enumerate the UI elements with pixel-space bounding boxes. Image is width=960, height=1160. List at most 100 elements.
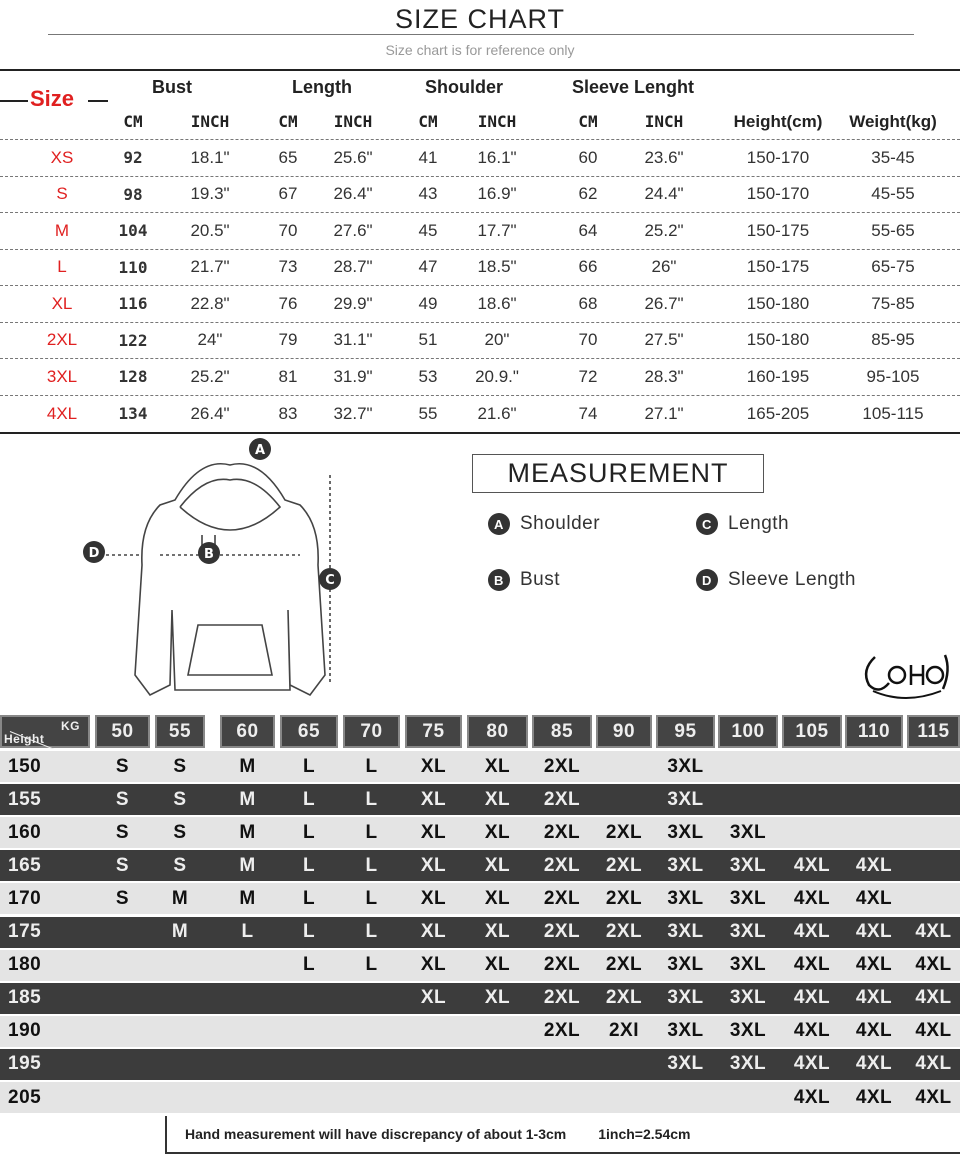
svg-text:A: A [255,443,265,458]
size-cell: 3XL [729,821,767,843]
weight-header: 75 [405,715,462,748]
value-cell: 21.6" [477,403,517,423]
size-cell: 4XL [855,887,893,909]
weight-header: 110 [845,715,903,748]
size-cell: XL [420,755,447,777]
value-cell: 150-180 [746,330,810,350]
size-cell: 3XL [46,366,78,386]
size-cell: 4XL [793,1053,831,1075]
value-cell: 31.1" [333,330,373,350]
size-cell: 2XL [543,821,581,843]
table-row: 190 2XL 2XI 3XL 3XL 4XL 4XL 4XL [0,1013,960,1047]
value-cell: 45 [418,220,438,240]
column-header: CM [278,112,298,131]
value-cell: 22.8" [190,293,230,313]
legend-bust: B Bust [488,569,560,591]
value-cell: 43 [418,184,438,204]
marker-b-icon: B [488,569,510,591]
size-cell: 2XL [543,755,581,777]
value-cell: 60 [578,147,598,167]
size-cell: XL [420,921,447,942]
weight-header: 60 [220,715,275,748]
value-cell: 20.5" [190,220,230,240]
size-cell: S [56,184,68,204]
size-cell: 4XL [855,987,893,1009]
value-cell: 105-115 [862,403,924,423]
table-row: 185 XL XL 2XL 2XL 3XL 3XL 4XL 4XL 4XL [0,980,960,1014]
height-cell: 155 [8,788,42,810]
column-group-header: Sleeve Lenght [571,77,695,97]
size-cell: S [115,854,130,876]
value-cell: 55 [418,403,438,423]
value-cell: 116 [118,294,148,314]
size-cell: 2XL [543,887,581,909]
size-column-label: Size [30,86,75,111]
value-cell: 28.3" [644,366,684,386]
value-cell: 150-180 [746,293,810,313]
value-cell: 66 [578,257,598,277]
table-row: S 98 19.3" 67 26.4" 43 16.9" 62 24.4" 150-170 45-5… [0,177,960,213]
value-cell: 62 [578,184,598,204]
value-cell: 24.4" [644,184,684,204]
size-cell: 3XL [729,921,767,942]
size-cell: 3XL [729,1053,767,1075]
size-cell: XL [420,788,447,810]
value-cell: 68 [578,293,598,313]
value-cell: 75-85 [871,293,915,313]
size-cell: 4XL [793,887,831,909]
header-units-row: CM INCH CM INCH CM INCH CM INCH Height(cm) Weight… [0,104,960,140]
size-cell: L [365,887,378,909]
size-cell: 4XL [915,921,952,942]
size-cell: M [239,821,256,843]
value-cell: 65-75 [871,257,915,277]
column-header: Height(cm) [733,111,823,131]
size-cell: 3XL [667,1020,704,1042]
value-cell: 76 [278,293,298,313]
weight-header: 80 [467,715,528,748]
height-cell: 175 [8,921,42,942]
size-cell: L [302,755,316,777]
weight-header: 55 [155,715,205,748]
value-cell: 55-65 [871,220,915,240]
legend-length: C Length [696,513,789,535]
size-cell: 2XL [543,987,581,1009]
size-cell: 2XL [46,330,78,350]
size-cell: 2XL [605,921,643,942]
weight-header: 70 [343,715,400,748]
table-row: 175 M L L L XL XL 2XL 2XL 3XL 3XL 4XL 4XL 4XL [0,914,960,948]
height-cell: 160 [8,821,42,843]
value-cell: 165-205 [746,403,810,423]
size-cell: XL [420,821,447,843]
value-cell: 95-105 [866,366,920,386]
table-row: 205 4XL 4XL 4XL [0,1080,960,1113]
brand-logo-icon [864,654,949,699]
size-cell: S [173,821,187,843]
height-cell: 180 [8,954,42,976]
size-cell: XL [484,821,511,843]
size-cell: S [115,755,130,777]
column-header: INCH [333,112,373,131]
size-cell: S [115,788,130,810]
size-cell: L [302,921,316,942]
value-cell: 128 [118,367,148,387]
legend-label: Bust [520,569,561,590]
size-cell: 4XL [915,987,952,1009]
value-cell: 70 [578,330,598,350]
size-cell: M [171,887,189,909]
value-cell: 150-175 [746,220,810,240]
size-cell: 4XL [793,1086,831,1108]
size-cell: 2XL [543,1020,581,1042]
value-cell: 35-45 [871,147,915,167]
legend-label: Sleeve Length [728,569,856,590]
value-cell: 65 [278,147,298,167]
table-row: 165 S S M L L XL XL 2XL 2XL 3XL 3XL 4XL 4XL [0,848,960,882]
value-cell: 31.9" [333,366,373,386]
value-cell: 17.7" [477,220,517,240]
size-cell: L [302,854,316,876]
height-cell: 205 [8,1086,42,1108]
value-cell: 16.1" [477,147,517,167]
value-cell: 26.4" [333,184,373,204]
measurement-title: MEASUREMENT [472,454,764,493]
size-cell: XL [420,854,447,876]
size-cell: 2XL [605,954,643,976]
